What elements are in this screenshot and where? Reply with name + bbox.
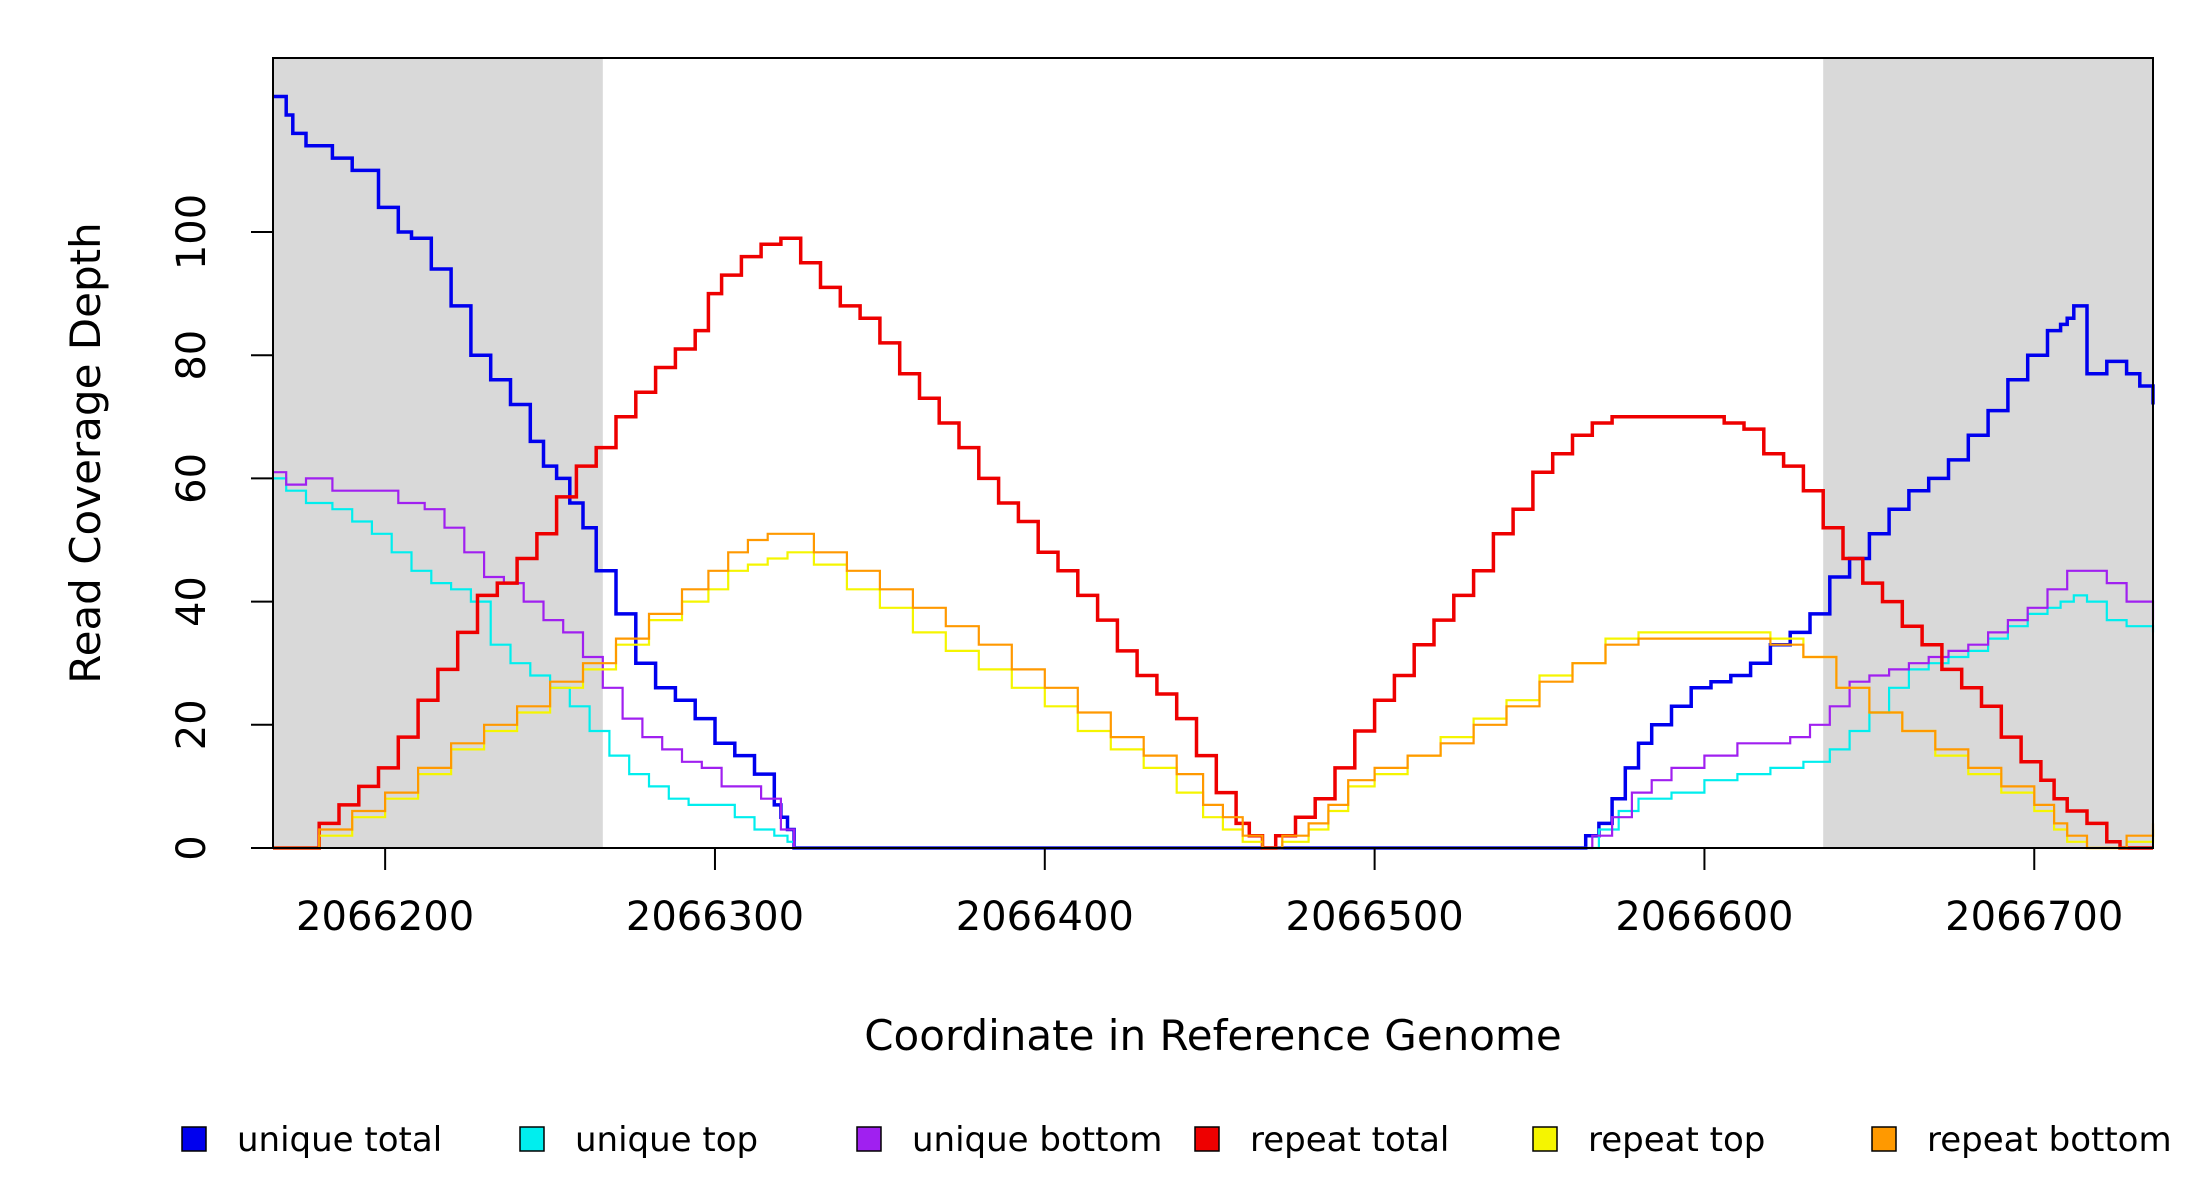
y-tick-label: 100 xyxy=(169,194,215,270)
x-axis: 2066200 2066300 2066400 2066500 2066600 20667… xyxy=(296,848,2123,940)
shaded-region-1 xyxy=(1823,58,2153,848)
legend-item-repeat-total: repeat total xyxy=(1194,1120,1449,1160)
legend-swatch xyxy=(1532,1126,1558,1152)
y-tick-label: 60 xyxy=(169,453,215,504)
y-tick-label: 80 xyxy=(169,330,215,381)
legend-item-unique-total: unique total xyxy=(181,1120,442,1160)
legend-label: unique top xyxy=(575,1120,758,1160)
x-tick-label: 2066200 xyxy=(296,894,474,940)
x-tick-label: 2066300 xyxy=(626,894,804,940)
y-tick-label: 40 xyxy=(169,576,215,627)
legend-swatch xyxy=(856,1126,882,1152)
legend-label: repeat total xyxy=(1250,1120,1449,1160)
legend-item-repeat-bottom: repeat bottom xyxy=(1871,1120,2172,1160)
legend-swatch xyxy=(519,1126,545,1152)
legend-label: unique total xyxy=(237,1120,442,1160)
legend-item-repeat-top: repeat top xyxy=(1532,1120,1765,1160)
shaded-regions xyxy=(273,58,2153,849)
legend-item-unique-bottom: unique bottom xyxy=(856,1120,1162,1160)
x-tick-label: 2066600 xyxy=(1615,894,1793,940)
x-tick-label: 2066400 xyxy=(956,894,1134,940)
legend: unique total unique top unique bottom repea… xyxy=(181,1120,2172,1160)
legend-swatch xyxy=(1871,1126,1897,1152)
x-tick-label: 2066700 xyxy=(1945,894,2123,940)
y-tick-label: 20 xyxy=(169,699,215,750)
legend-swatch xyxy=(1194,1126,1220,1152)
legend-label: repeat bottom xyxy=(1927,1120,2172,1160)
legend-item-unique-top: unique top xyxy=(519,1120,758,1160)
legend-swatch xyxy=(181,1126,207,1152)
series-line-repeat-total xyxy=(273,236,2153,850)
series-line-repeat-bottom xyxy=(273,532,2155,850)
shaded-region-0 xyxy=(273,58,603,848)
legend-label: repeat top xyxy=(1588,1120,1765,1160)
y-axis: 0 20 40 60 80 100 xyxy=(169,194,274,861)
y-axis-title: Read Coverage Depth xyxy=(61,222,110,683)
y-tick-label: 0 xyxy=(169,835,215,860)
x-tick-label: 2066500 xyxy=(1286,894,1464,940)
series-lines xyxy=(273,94,2155,850)
legend-label: unique bottom xyxy=(912,1120,1162,1160)
x-axis-title: Coordinate in Reference Genome xyxy=(864,1011,1562,1060)
